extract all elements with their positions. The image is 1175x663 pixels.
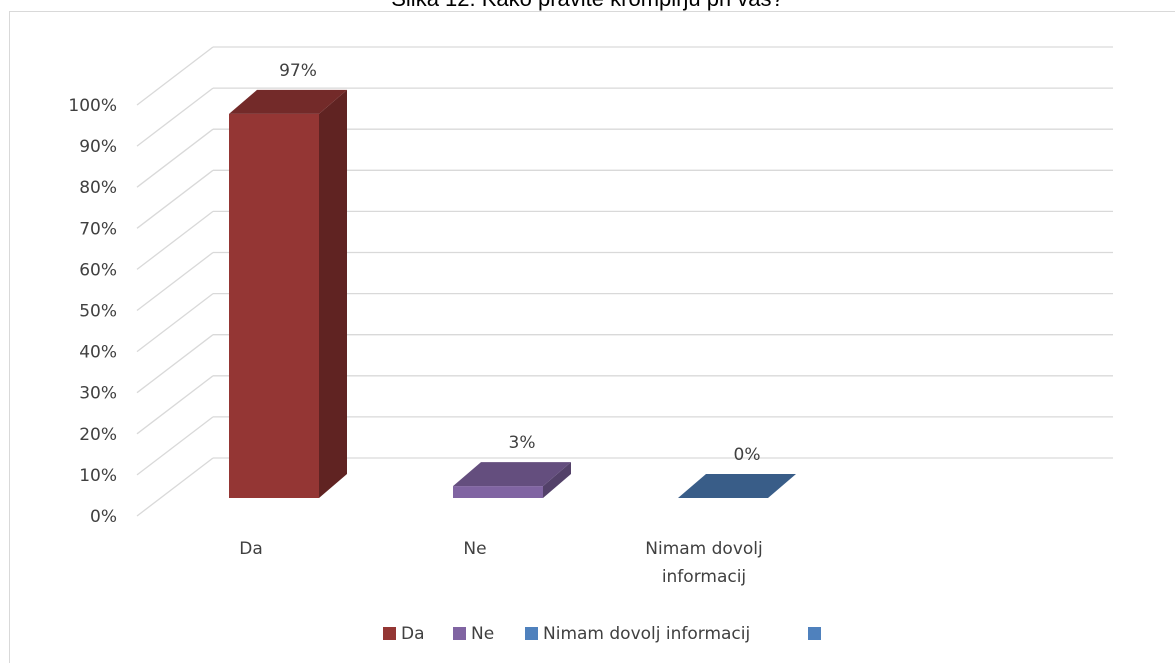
bar-top: [453, 462, 571, 487]
bar-side: [543, 462, 571, 498]
y-tick-label: 30%: [79, 384, 117, 404]
gridline-side: [136, 334, 214, 394]
bar: [453, 486, 543, 498]
y-tick-label: 20%: [79, 425, 117, 445]
legend-swatch: [453, 627, 466, 640]
gridline-side: [136, 210, 214, 270]
legend-swatch: [383, 627, 396, 640]
data-label: 3%: [509, 433, 536, 453]
y-tick-label: 80%: [79, 178, 117, 198]
x-tick-label: informacij: [662, 567, 746, 587]
x-tick-label: Nimam dovolj: [645, 539, 762, 559]
y-tick-label: 50%: [79, 302, 117, 322]
bar: [678, 474, 796, 498]
y-tick-label: 100%: [68, 96, 117, 116]
bar-top: [229, 89, 347, 114]
chart-frame: [9, 11, 1175, 663]
bar: [229, 113, 319, 498]
x-tick-label: Da: [239, 539, 263, 559]
legend-label: Nimam dovolj informacij: [543, 624, 750, 644]
legend-swatch: [808, 627, 821, 640]
y-tick-label: 10%: [79, 466, 117, 486]
data-label: 97%: [279, 61, 317, 81]
gridline-side: [136, 46, 214, 106]
gridline-side: [136, 293, 214, 353]
gridline-side: [136, 87, 214, 147]
gridline-side: [136, 457, 214, 517]
legend-label: Da: [401, 624, 425, 644]
gridline-side: [136, 169, 214, 229]
gridline-side: [136, 375, 214, 435]
legend-swatch: [525, 627, 538, 640]
y-tick-label: 60%: [79, 260, 117, 280]
y-tick-label: 0%: [90, 507, 117, 527]
data-label: 0%: [734, 445, 761, 465]
gridline-side: [136, 128, 214, 188]
legend-label: Ne: [471, 624, 494, 644]
chart-title: Slika 12: Kako pravite krompirju pri vas…: [0, 0, 1175, 12]
bar-side: [319, 89, 347, 498]
y-tick-label: 90%: [79, 137, 117, 157]
y-tick-label: 40%: [79, 343, 117, 363]
x-tick-label: Ne: [463, 539, 486, 559]
y-tick-label: 70%: [79, 219, 117, 239]
gridline-side: [136, 416, 214, 476]
gridline-side: [136, 251, 214, 312]
